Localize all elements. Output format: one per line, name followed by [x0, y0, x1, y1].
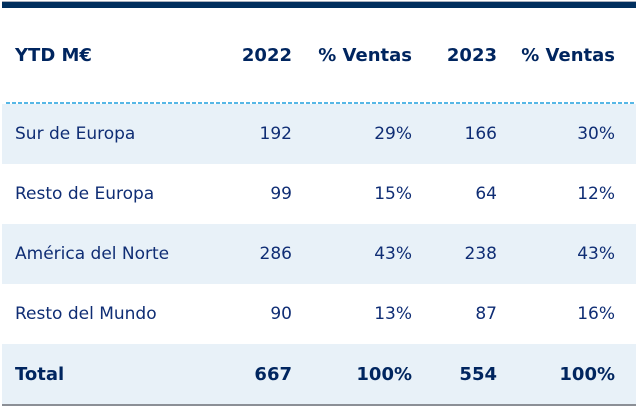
value-2022: 192: [259, 124, 292, 144]
value-2023: 166: [464, 124, 497, 144]
table-row-total: Total 667 100% 554 100%: [2, 344, 636, 404]
bottom-border-line: [2, 404, 636, 406]
value-pct-2023: 12%: [577, 184, 615, 204]
table-row-resto-del-mundo: Resto del Mundo 90 13% 87 16%: [2, 284, 636, 344]
value-pct-2023: 30%: [577, 124, 615, 144]
value-2023: 64: [475, 184, 497, 204]
total-2022: 667: [254, 363, 292, 385]
value-pct-2022: 29%: [374, 124, 412, 144]
column-header-2022: 2022: [241, 44, 292, 66]
row-label: Resto del Mundo: [15, 304, 157, 324]
table-row-sur-de-europa: Sur de Europa 192 29% 166 30%: [2, 104, 636, 164]
top-accent-bar: [2, 1, 636, 8]
value-2022: 90: [270, 304, 292, 324]
value-pct-2022: 15%: [374, 184, 412, 204]
total-pct-2022: 100%: [356, 363, 412, 385]
dashed-divider: [6, 102, 636, 104]
row-label: América del Norte: [15, 244, 170, 264]
column-header-2023: 2023: [446, 44, 497, 66]
value-pct-2022: 13%: [374, 304, 412, 324]
value-pct-2022: 43%: [374, 244, 412, 264]
table-row-resto-de-europa: Resto de Europa 99 15% 64 12%: [2, 164, 636, 224]
column-header-pct-ventas-2022: % Ventas: [318, 44, 412, 66]
value-pct-2023: 43%: [577, 244, 615, 264]
total-pct-2023: 100%: [559, 363, 615, 385]
row-label: Sur de Europa: [15, 124, 136, 144]
total-label: Total: [15, 363, 65, 385]
value-pct-2023: 16%: [577, 304, 615, 324]
value-2022: 286: [259, 244, 292, 264]
value-2022: 99: [270, 184, 292, 204]
value-2023: 87: [475, 304, 497, 324]
row-label: Resto de Europa: [15, 184, 155, 204]
table-header-row: YTD M€ 2022 % Ventas 2023 % Ventas: [2, 8, 636, 102]
table-row-america-del-norte: América del Norte 286 43% 238 43%: [2, 224, 636, 284]
total-2023: 554: [459, 363, 497, 385]
table-title: YTD M€: [15, 44, 92, 66]
column-header-pct-ventas-2023: % Ventas: [521, 44, 615, 66]
value-2023: 238: [464, 244, 497, 264]
